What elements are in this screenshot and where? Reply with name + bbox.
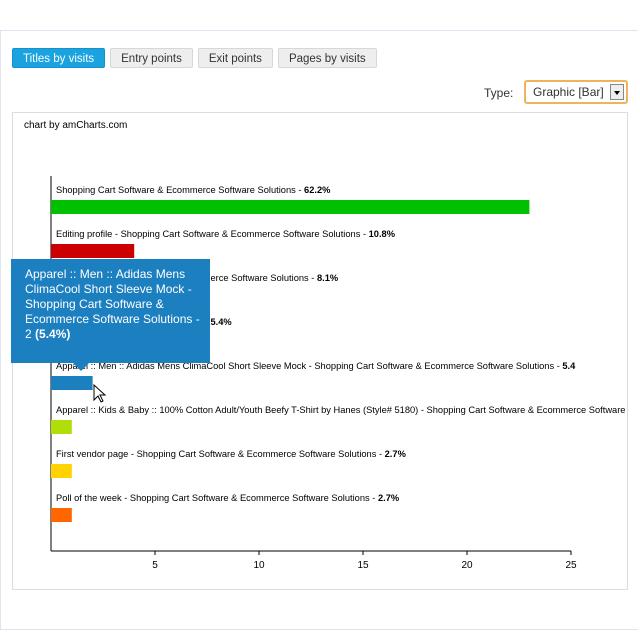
bar[interactable] bbox=[51, 200, 530, 214]
x-tick-label: 25 bbox=[565, 560, 577, 571]
chart-credit[interactable]: chart by amCharts.com bbox=[24, 120, 128, 131]
panel-frame bbox=[0, 30, 638, 630]
x-tick-label: 20 bbox=[461, 560, 473, 571]
bar-label: Poll of the week - Shopping Cart Softwar… bbox=[56, 493, 400, 503]
report-tabs: Titles by visits Entry points Exit point… bbox=[12, 48, 377, 68]
bar-label: Apparel :: Kids & Baby :: 100% Cotton Ad… bbox=[56, 405, 625, 415]
bar[interactable] bbox=[51, 464, 72, 478]
bar-label: Shopping Cart Software & Ecommerce Softw… bbox=[56, 185, 331, 195]
chart-type-value: Graphic [Bar] bbox=[533, 85, 604, 99]
tab-exit-points[interactable]: Exit points bbox=[197, 48, 273, 68]
chart-type-select[interactable]: Graphic [Bar] bbox=[524, 80, 628, 104]
bar[interactable] bbox=[51, 420, 72, 434]
bar-label: First vendor page - Shopping Cart Softwa… bbox=[56, 449, 407, 459]
bar-label: Apparel :: Men :: Adidas Mens ClimaCool … bbox=[56, 361, 576, 371]
type-label: Type: bbox=[484, 86, 514, 100]
chevron-down-icon[interactable] bbox=[610, 84, 624, 100]
bar[interactable] bbox=[51, 244, 135, 258]
tab-pages-by-visits[interactable]: Pages by visits bbox=[277, 48, 377, 68]
tooltip-percent: (5.4%) bbox=[35, 327, 71, 341]
mouse-pointer-icon bbox=[93, 384, 107, 403]
bar-label: Editing profile - Shopping Cart Software… bbox=[56, 229, 396, 239]
x-tick-label: 5 bbox=[152, 560, 158, 571]
tab-titles-by-visits[interactable]: Titles by visits bbox=[12, 48, 106, 68]
chart-tooltip: Apparel :: Men :: Adidas Mens ClimaCool … bbox=[11, 259, 210, 371]
tab-entry-points[interactable]: Entry points bbox=[110, 48, 193, 68]
x-tick-label: 15 bbox=[357, 560, 369, 571]
x-tick-label: 10 bbox=[253, 560, 265, 571]
tooltip-text: Apparel :: Men :: Adidas Mens ClimaCool … bbox=[25, 267, 200, 341]
bar[interactable] bbox=[51, 508, 72, 522]
bar[interactable] bbox=[51, 376, 93, 390]
